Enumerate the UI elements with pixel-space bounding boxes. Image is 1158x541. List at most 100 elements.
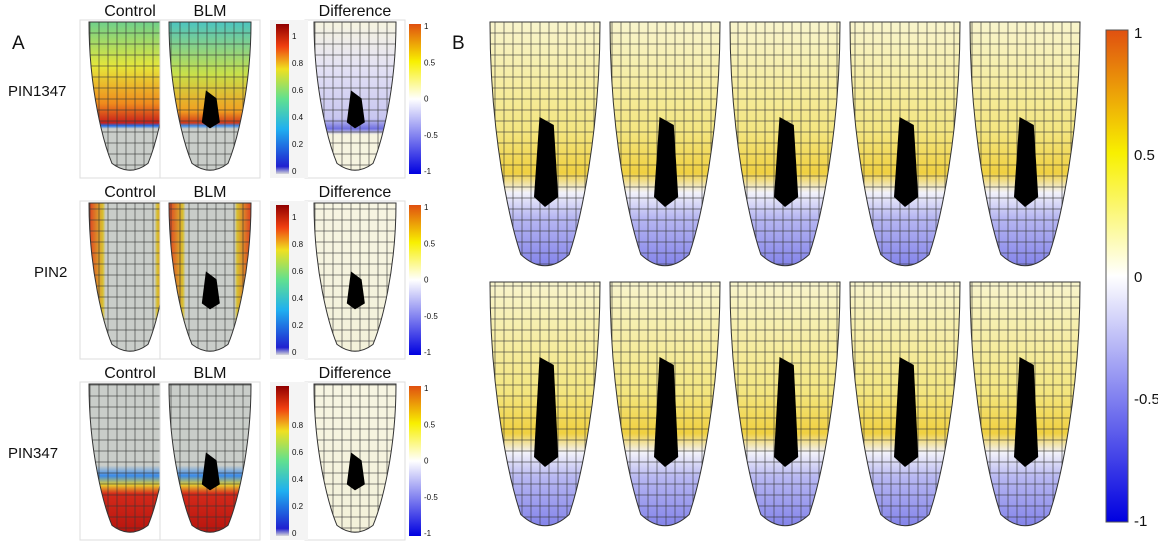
colorbar xyxy=(276,205,289,355)
colorbar-tick-label: 1 xyxy=(424,384,429,393)
root xyxy=(489,21,601,267)
colorbar-tick-label: -0.5 xyxy=(1134,391,1158,408)
colorbar-tick-label: 0.8 xyxy=(292,240,304,249)
root-outline xyxy=(168,21,252,171)
root xyxy=(729,21,841,267)
colorbar xyxy=(409,386,421,536)
root-outline xyxy=(729,281,841,527)
colorbar xyxy=(1105,29,1129,523)
panel-label: A xyxy=(12,33,25,54)
column-title: Control xyxy=(104,365,156,382)
root xyxy=(489,281,601,527)
root-outline xyxy=(969,281,1081,527)
column-title: Difference xyxy=(319,184,392,201)
root-outline xyxy=(168,202,252,352)
root-outline xyxy=(313,202,397,352)
core xyxy=(654,117,679,207)
core xyxy=(1014,357,1039,467)
colorbar-tick-label: 1 xyxy=(424,203,429,212)
column-title: BLM xyxy=(194,365,227,382)
root xyxy=(609,21,721,267)
colorbar-tick-label: 0.2 xyxy=(292,321,304,330)
root-outline xyxy=(729,21,841,267)
colorbar-tick-label: 0.5 xyxy=(1134,147,1155,164)
root-outline xyxy=(609,281,721,527)
colorbar xyxy=(276,24,289,174)
root-outline xyxy=(489,21,601,267)
column-title: Control xyxy=(104,3,156,20)
colorbar-tick-label: 0.6 xyxy=(292,267,304,276)
root-outline xyxy=(489,281,601,527)
colorbar-tick-label: -0.5 xyxy=(424,493,438,502)
root xyxy=(849,21,961,267)
root xyxy=(609,281,721,527)
core xyxy=(654,357,679,467)
colorbar-tick-label: 0 xyxy=(292,348,297,357)
colorbar-tick-label: 0.4 xyxy=(292,113,304,122)
root xyxy=(849,281,961,527)
colorbar-tick-label: 0.5 xyxy=(424,420,436,429)
colorbar xyxy=(409,205,421,355)
colorbar-tick-label: 0.8 xyxy=(292,59,304,68)
colorbar-tick-label: 0 xyxy=(1134,269,1142,286)
root xyxy=(729,281,841,527)
colorbar-tick-label: 0 xyxy=(424,276,429,285)
root-outline xyxy=(168,383,252,533)
colorbar-tick-label: 0.6 xyxy=(292,86,304,95)
column-title: BLM xyxy=(194,3,227,20)
root-outline xyxy=(969,21,1081,267)
core xyxy=(534,117,559,207)
colorbar-tick-label: 1 xyxy=(1134,25,1142,42)
colorbar-tick-label: -0.5 xyxy=(424,131,438,140)
core xyxy=(201,271,220,310)
core xyxy=(1014,117,1039,207)
column-title: Difference xyxy=(319,365,392,382)
colorbar-tick-label: 0.5 xyxy=(424,58,436,67)
colorbar-tick-label: 0.6 xyxy=(292,448,304,457)
colorbar-tick-label: -1 xyxy=(1134,513,1147,530)
core xyxy=(774,357,799,467)
core xyxy=(894,117,919,207)
colorbar-tick-label: 0.2 xyxy=(292,140,304,149)
colorbar-tick-label: 0.8 xyxy=(292,421,304,430)
colorbar-tick-label: 0.4 xyxy=(292,294,304,303)
core xyxy=(894,357,919,467)
colorbar-tick-label: 0 xyxy=(292,529,297,538)
root xyxy=(168,202,252,352)
colorbar-tick-label: 0.5 xyxy=(424,239,436,248)
root xyxy=(969,281,1081,527)
core xyxy=(346,271,365,310)
colorbar-tick-label: 1 xyxy=(292,32,297,41)
colorbar-tick-label: -1 xyxy=(424,529,432,538)
root-outline xyxy=(313,383,397,533)
colorbar-tick-label: 1 xyxy=(292,213,297,222)
colorbar-tick-label: -1 xyxy=(424,167,432,176)
panel-label: B xyxy=(452,33,465,54)
colorbar xyxy=(409,24,421,174)
colorbar-tick-label: 1 xyxy=(424,22,429,31)
colorbar xyxy=(276,386,289,536)
column-title: Control xyxy=(104,184,156,201)
row-label: PIN1347 xyxy=(8,83,66,100)
core xyxy=(201,452,220,491)
colorbar-tick-label: -0.5 xyxy=(424,312,438,321)
root-outline xyxy=(609,21,721,267)
core xyxy=(346,452,365,491)
column-title: BLM xyxy=(194,184,227,201)
core xyxy=(201,90,220,129)
core xyxy=(346,90,365,129)
colorbar-tick-label: 0 xyxy=(292,167,297,176)
root-outline xyxy=(849,281,961,527)
colorbar-tick-label: 0 xyxy=(424,95,429,104)
column-title: Difference xyxy=(319,3,392,20)
root xyxy=(168,383,252,533)
core xyxy=(534,357,559,467)
root xyxy=(969,21,1081,267)
core xyxy=(774,117,799,207)
root-outline xyxy=(313,21,397,171)
colorbar-tick-label: -1 xyxy=(424,348,432,357)
colorbar-tick-label: 0.2 xyxy=(292,502,304,511)
row-label: PIN347 xyxy=(8,445,58,462)
colorbar-tick-label: 0.4 xyxy=(292,475,304,484)
